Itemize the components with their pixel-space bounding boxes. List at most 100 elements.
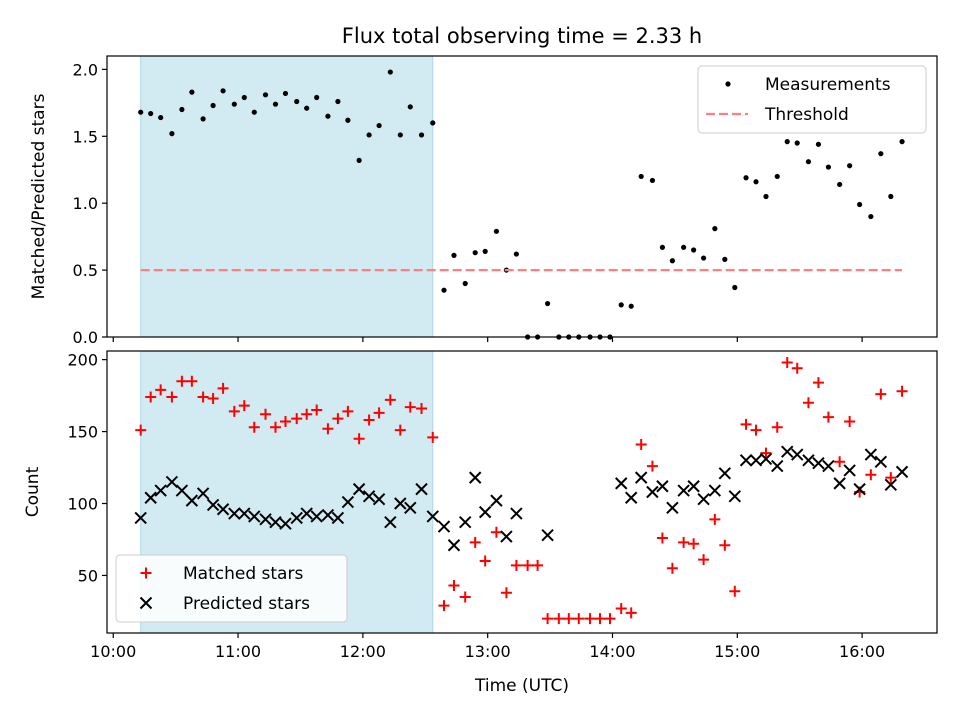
predicted-stars-point: [884, 478, 898, 492]
measurements-point: [868, 213, 874, 220]
measurements-point: [638, 173, 644, 180]
axes-frame: [106, 350, 938, 634]
legend: Measurements Threshold: [697, 65, 927, 134]
predicted-stars-point: [415, 482, 428, 496]
predicted-stars-point: [352, 482, 366, 496]
measurements-point: [282, 90, 289, 97]
y-axis-label: Count: [23, 466, 43, 517]
matched-stars-point: [729, 585, 741, 597]
predicted-stars-point: [144, 491, 157, 504]
measurements-point: [451, 252, 457, 258]
matched-stars-point: [311, 404, 323, 416]
matched-stars-point: [771, 421, 783, 433]
y-tick-label: 150: [67, 423, 98, 442]
matched-stars-point: [646, 460, 658, 472]
matched-stars-point: [353, 433, 365, 445]
measurements-point: [148, 110, 154, 117]
measurements-point: [659, 244, 666, 250]
measurements-point: [857, 201, 863, 208]
matched-stars-point: [228, 405, 240, 417]
predicted-stars-point: [279, 517, 292, 530]
matched-stars-point: [500, 587, 512, 599]
measurements-point: [825, 164, 832, 170]
measurements-point: [356, 157, 362, 163]
measurements-point: [251, 109, 257, 115]
predicted-stars-point: [656, 480, 669, 493]
measurements-point: [241, 94, 247, 101]
matched-stars-point: [896, 385, 908, 397]
measurements-point: [418, 132, 425, 138]
y-tick-label: 0.0: [73, 328, 98, 347]
predicted-stars-point: [802, 454, 815, 467]
measurements-point: [325, 113, 331, 119]
predicted-stars-point: [259, 513, 272, 526]
matched-stars-point: [802, 397, 814, 409]
y-ticks: 0.0 0.5 1.0 1.5 2.0: [73, 60, 107, 347]
matched-stars-point: [750, 424, 762, 436]
predicted-stars-point: [666, 501, 679, 515]
matched-stars-point: [834, 456, 846, 468]
measurements-point: [220, 88, 226, 94]
legend-box: [697, 65, 927, 134]
predicted-stars-point: [206, 498, 220, 512]
predicted-stars-point: [238, 507, 251, 520]
matched-stars-point: [719, 539, 731, 551]
legend-marker-predicted-stars: [139, 596, 153, 610]
y-tick-label: 100: [67, 495, 98, 514]
matched-stars-point: [269, 421, 281, 433]
y-tick-label: 1.5: [73, 127, 98, 146]
matched-stars-point: [875, 388, 887, 400]
matched-stars-point: [135, 424, 147, 436]
predicted-stars-point: [500, 530, 513, 543]
matched-stars-point: [584, 613, 596, 625]
matched-stars-point: [709, 513, 721, 525]
measurements-point: [681, 244, 687, 250]
predicted-stars-point: [310, 510, 323, 523]
predicted-stars-point: [874, 455, 888, 468]
measurements-point: [387, 69, 393, 75]
predicted-stars-point: [437, 520, 451, 533]
predicted-stars-point: [822, 459, 835, 473]
measurements-point: [345, 117, 351, 123]
measurements-point: [210, 102, 216, 109]
matched-stars-point: [532, 559, 544, 571]
measurements-point: [794, 140, 800, 146]
measurements-point: [753, 179, 759, 185]
measurements-point: [231, 101, 237, 107]
measurements-point: [691, 247, 697, 253]
matched-stars-point: [542, 613, 554, 625]
matched-stars-point: [688, 538, 700, 550]
predicted-stars-point: [510, 507, 523, 520]
matched-stars-point: [781, 357, 793, 369]
predicted-stars-point: [459, 516, 472, 529]
measurements-point: [441, 287, 447, 293]
matched-stars-point: [760, 447, 772, 459]
measurements-point: [262, 92, 269, 98]
predicted-stars-point: [864, 448, 878, 461]
predicted-stars-point: [321, 508, 335, 522]
matched-stars-point: [448, 580, 460, 592]
measurements-point: [493, 228, 500, 234]
measurements-point: [200, 116, 206, 122]
predicted-stars-point: [615, 477, 628, 490]
matched-stars-point: [427, 431, 439, 443]
x-tick-label: 11:00: [215, 642, 261, 661]
y-tick-label: 50: [78, 566, 98, 585]
predicted-stars-point: [228, 507, 241, 520]
predicted-stars-point: [833, 477, 846, 490]
predicted-stars-point: [362, 490, 376, 503]
measurements-point: [878, 151, 884, 157]
measurements-point: [397, 132, 403, 138]
measurements-point: [472, 250, 478, 256]
predicted-stars-point: [687, 480, 700, 493]
predicted-stars-point: [165, 475, 179, 489]
marks: [134, 357, 909, 625]
predicted-stars-point: [216, 503, 230, 516]
measurements-point: [837, 181, 843, 188]
matched-stars-point: [666, 562, 678, 574]
matched-stars-point: [155, 384, 167, 396]
measurements-point: [722, 256, 728, 262]
matched-stars-point: [678, 536, 690, 548]
legend: Matched stars Predicted stars: [115, 554, 348, 623]
measurements-point: [513, 251, 519, 257]
